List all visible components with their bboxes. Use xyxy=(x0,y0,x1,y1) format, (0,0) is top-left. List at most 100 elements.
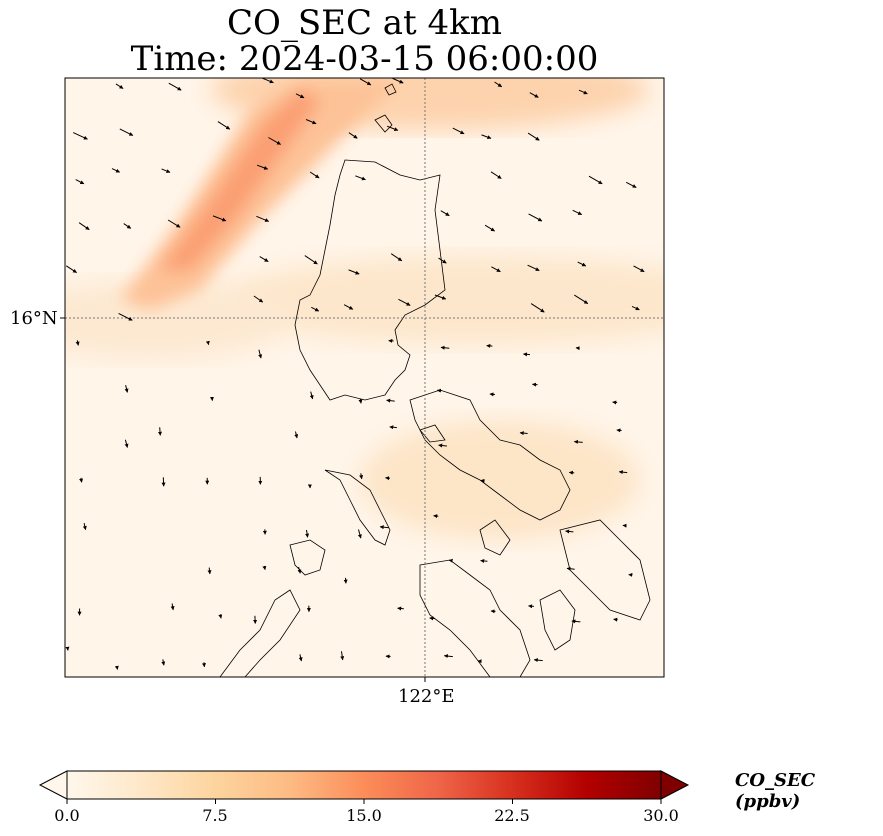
wind-arrow xyxy=(489,392,495,397)
wind-arrow xyxy=(207,567,212,575)
wind-arrow xyxy=(305,119,317,125)
wind-arrow xyxy=(168,82,182,91)
wind-arrow xyxy=(484,224,495,232)
wind-arrow xyxy=(268,137,281,145)
wind-arrow xyxy=(616,428,622,433)
wind-arrow xyxy=(397,606,404,611)
colorbar-label: CO_SEC (ppbv) xyxy=(735,770,816,812)
wind-arrow xyxy=(305,529,310,538)
wind-arrow xyxy=(348,269,360,275)
co-field-band-south xyxy=(360,420,640,540)
wind-arrow xyxy=(392,78,404,84)
wind-arrow xyxy=(359,78,372,86)
wind-arrow xyxy=(65,265,77,274)
wind-arrow xyxy=(124,384,129,393)
wind-arrow xyxy=(82,522,87,531)
wind-arrow xyxy=(298,654,303,662)
wind-arrow xyxy=(212,215,227,222)
wind-arrow xyxy=(253,295,264,303)
wind-arrow xyxy=(123,223,132,229)
wind-arrow xyxy=(578,89,588,95)
wind-arrow xyxy=(355,175,366,181)
wind-arrow xyxy=(527,132,540,141)
colorbar-tick-label: 0.0 xyxy=(54,806,80,825)
wind-arrow xyxy=(118,312,133,321)
wind-arrow xyxy=(111,168,121,173)
wind-arrow xyxy=(340,651,345,661)
wind-arrow xyxy=(452,127,465,135)
wind-arrow xyxy=(625,181,637,188)
wind-arrow xyxy=(75,340,80,346)
wind-arrow xyxy=(574,294,589,305)
wind-arrow xyxy=(480,558,488,563)
islet-coast xyxy=(479,519,511,556)
wind-arrow xyxy=(390,253,403,262)
wind-arrow xyxy=(633,265,645,273)
wind-arrow xyxy=(494,81,503,88)
palawan-coast xyxy=(219,589,301,677)
wind-arrow xyxy=(434,294,447,300)
wind-arrow xyxy=(359,473,364,480)
wind-arrow xyxy=(343,304,354,310)
colorbar-tick-marks xyxy=(66,799,662,804)
wind-arrow xyxy=(440,345,450,350)
samar-coast xyxy=(559,519,651,621)
island-coast xyxy=(289,539,326,576)
wind-arrow xyxy=(530,303,545,313)
islet-coast xyxy=(374,114,393,133)
wind-arrow xyxy=(167,219,181,228)
wind-arrow xyxy=(631,305,640,311)
wind-arrow xyxy=(218,614,223,619)
map-title-line-2: Time: 2024-03-15 06:00:00 xyxy=(130,39,599,79)
wind-arrow xyxy=(119,128,134,136)
wind-arrow xyxy=(573,439,583,444)
wind-arrow xyxy=(438,257,447,264)
wind-arrow xyxy=(386,398,395,403)
wind-arrow xyxy=(161,659,166,666)
wind-vectors xyxy=(65,78,645,670)
wind-arrow xyxy=(256,164,269,170)
wind-arrow xyxy=(443,654,453,659)
wind-arrow xyxy=(256,215,270,222)
wind-arrow xyxy=(571,619,581,624)
wind-arrow xyxy=(78,222,90,231)
wind-arrow xyxy=(565,529,574,534)
co-field-band-east xyxy=(220,255,664,345)
wind-arrow xyxy=(262,78,274,84)
map-panel xyxy=(65,78,664,677)
wind-arrow xyxy=(379,525,389,530)
wind-arrow xyxy=(481,134,492,140)
wind-arrow xyxy=(79,477,84,483)
wind-arrow xyxy=(258,349,263,359)
wind-arrow xyxy=(357,529,362,539)
wind-arrow xyxy=(205,340,210,346)
wind-arrow xyxy=(161,168,171,173)
wind-arrow xyxy=(433,514,439,519)
colorbar-tick-label: 22.5 xyxy=(494,806,530,825)
latitude-tick-label: 16°N xyxy=(10,308,58,329)
wind-arrow xyxy=(572,209,583,216)
luzon-north-coast xyxy=(294,159,446,401)
wind-arrow xyxy=(348,132,358,139)
wind-arrow xyxy=(202,662,206,668)
islet-coast xyxy=(419,424,446,443)
wind-arrow xyxy=(568,470,575,475)
wind-arrow xyxy=(612,400,618,405)
wind-arrow xyxy=(490,171,502,179)
colorbar-tick-label: 30.0 xyxy=(643,806,679,825)
wind-arrow xyxy=(358,398,363,404)
wind-arrow xyxy=(259,256,269,263)
wind-arrow xyxy=(389,425,397,430)
map-title-line-1: CO_SEC at 4km xyxy=(226,3,503,43)
wind-arrow xyxy=(115,83,124,89)
wind-arrow xyxy=(519,431,528,436)
wind-arrow xyxy=(528,213,543,222)
colorbar-extend-high xyxy=(660,770,690,800)
wind-arrow xyxy=(527,264,540,272)
wind-arrow xyxy=(75,179,85,185)
wind-arrow xyxy=(124,439,129,448)
wind-arrow xyxy=(491,266,501,273)
wind-arrow xyxy=(438,443,447,448)
